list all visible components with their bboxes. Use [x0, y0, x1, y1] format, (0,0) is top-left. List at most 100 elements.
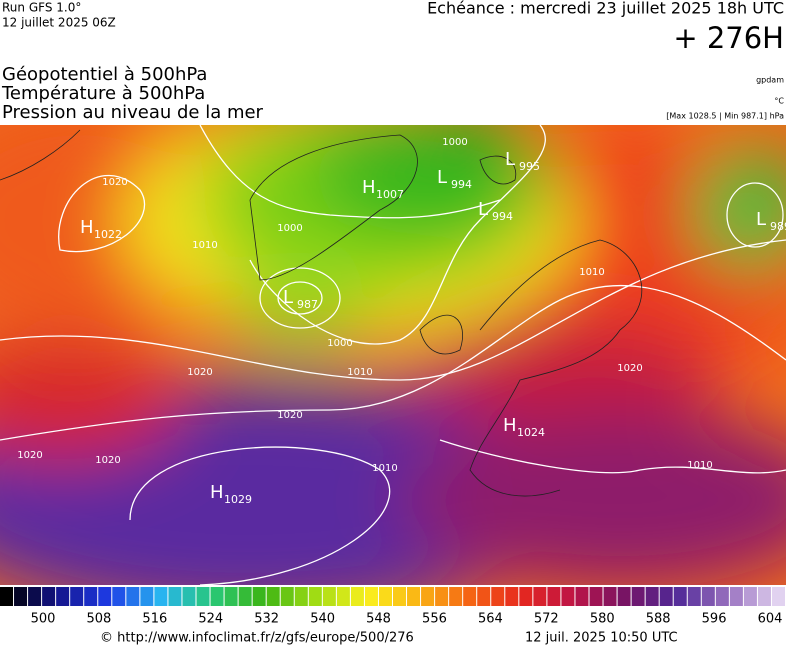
color-swatch [533, 587, 547, 606]
colorbar: 500 508 516 524 532 540 548 556 564 572 580 588 596 6… [0, 587, 785, 627]
max-min: [Max 1028.5 | Min 987.1] hPa [666, 112, 784, 121]
color-swatch [378, 587, 392, 606]
color-swatch [266, 587, 280, 606]
center-value: 994 [492, 210, 513, 223]
center-value: 994 [451, 178, 472, 191]
color-swatch [505, 587, 519, 606]
color-swatch [56, 587, 70, 606]
center-value: 1029 [224, 493, 252, 506]
colorbar-label: 524 [198, 612, 223, 627]
center-letter: L [505, 149, 515, 170]
color-swatch [308, 587, 322, 606]
color-swatch [140, 587, 154, 606]
color-swatch [589, 587, 603, 606]
echeance: Echéance : mercredi 23 juillet 2025 18h … [427, 0, 784, 18]
isobar-label: 1000 [277, 223, 302, 234]
colorbar-label: 564 [478, 612, 503, 627]
color-swatch [701, 587, 715, 606]
title: Géopotentiel à 500hPa [2, 64, 207, 85]
color-swatch [617, 587, 631, 606]
color-swatch [350, 587, 364, 606]
color-swatch [519, 587, 533, 606]
center-value: 995 [519, 160, 540, 173]
footer-time: 12 juil. 2025 10:50 UTC [525, 631, 678, 646]
isobar-label: 1010 [347, 367, 372, 378]
color-swatch [252, 587, 266, 606]
footer-url: © http://www.infoclimat.fr/z/gfs/europe/… [100, 631, 414, 646]
isobar-label: 1020 [95, 455, 120, 466]
isobar-label: 1010 [192, 240, 217, 251]
colorbar-label: 508 [87, 612, 112, 627]
color-swatch [168, 587, 182, 606]
center-letter: H [503, 415, 517, 436]
unit-temp: °C [774, 97, 784, 106]
isobar-label: 1000 [327, 338, 352, 349]
color-swatch [393, 587, 407, 606]
color-swatch [687, 587, 701, 606]
color-swatch [0, 587, 14, 606]
colorbar-label: 532 [254, 612, 279, 627]
colorbar-label: 580 [590, 612, 615, 627]
colorbar-label: 572 [534, 612, 559, 627]
isobar-label: 1000 [442, 137, 467, 148]
title: Pression au niveau de la mer [2, 102, 264, 123]
color-swatch [631, 587, 645, 606]
color-swatch [336, 587, 350, 606]
color-swatch [575, 587, 589, 606]
colorbar-label: 548 [366, 612, 391, 627]
center-letter: H [362, 177, 376, 198]
color-swatch [28, 587, 42, 606]
colorbar-label: 500 [31, 612, 56, 627]
isobar-label: 1020 [277, 410, 302, 421]
color-swatch [547, 587, 561, 606]
color-swatch [182, 587, 196, 606]
color-swatch [210, 587, 224, 606]
map [0, 125, 786, 585]
color-swatch [364, 587, 378, 606]
header: Run GFS 1.0° 12 juillet 2025 06Z Echéanc… [1, 0, 784, 123]
color-swatch [463, 587, 477, 606]
title: Température à 500hPa [1, 83, 205, 104]
center-letter: H [80, 217, 94, 238]
run-date: 12 juillet 2025 06Z [2, 16, 116, 30]
color-swatch [561, 587, 575, 606]
isobar-label: 1020 [617, 363, 642, 374]
color-swatch [407, 587, 421, 606]
isobar-label: 1020 [102, 177, 127, 188]
isobar-label: 1020 [17, 450, 42, 461]
color-swatch [322, 587, 336, 606]
color-swatch [84, 587, 98, 606]
color-swatch [729, 587, 743, 606]
color-swatch [743, 587, 757, 606]
color-swatch [771, 587, 785, 606]
center-letter: L [756, 209, 766, 230]
color-swatch [435, 587, 449, 606]
colorbar-label: 540 [310, 612, 335, 627]
center-letter: L [283, 287, 293, 308]
unit-geo: gpdam [756, 76, 784, 85]
isobar-label: 1020 [187, 367, 212, 378]
colorbar-label: 596 [702, 612, 727, 627]
color-swatch [673, 587, 687, 606]
color-swatch [42, 587, 56, 606]
color-swatch [154, 587, 168, 606]
isobar-label: 1010 [579, 267, 604, 278]
color-swatch [224, 587, 238, 606]
color-swatch [477, 587, 491, 606]
color-swatch [603, 587, 617, 606]
center-value: 1022 [94, 228, 122, 241]
colorbar-label: 588 [646, 612, 671, 627]
color-swatch [70, 587, 84, 606]
center-value: 989 [770, 220, 786, 233]
center-letter: H [210, 482, 224, 503]
color-swatch [196, 587, 210, 606]
color-swatch [491, 587, 505, 606]
colorbar-label: 556 [422, 612, 447, 627]
center-letter: L [437, 167, 447, 188]
color-swatch [659, 587, 673, 606]
center-letter: L [478, 199, 488, 220]
color-swatch [112, 587, 126, 606]
run: Run GFS 1.0° [2, 1, 81, 15]
color-swatch [238, 587, 252, 606]
